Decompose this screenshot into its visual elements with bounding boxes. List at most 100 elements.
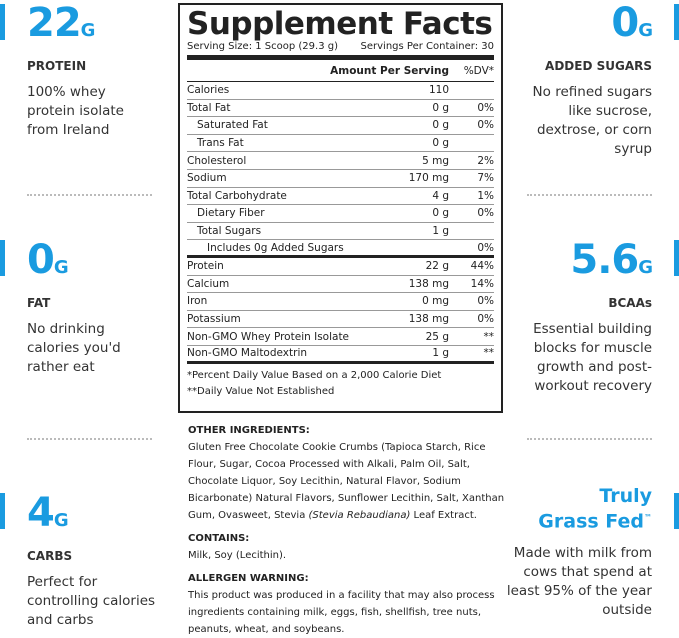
allergen-title: ALLERGEN WARNING: [188, 573, 309, 584]
other-ingredients-text: Gluten Free Chocolate Cookie Crumbs (Tap… [188, 439, 508, 524]
nutrient-dv: 0% [477, 313, 494, 326]
feature-title: Truly [599, 485, 652, 507]
divider [27, 438, 152, 440]
nutrient-row: Includes 0g Added Sugars 0% [187, 240, 494, 258]
nutrient-name: Total Sugars [197, 225, 262, 238]
feature-value: 0 [27, 237, 55, 283]
feature-value: 22 [27, 0, 82, 46]
nutrient-dv: 0% [477, 101, 494, 114]
nutrient-name: Trans Fat [197, 137, 244, 150]
feature-grass-fed: Truly Grass Fed™ Made with milk from cow… [487, 485, 652, 620]
feature-protein: 22G PROTEIN 100% whey protein isolate fr… [27, 3, 192, 140]
accent-bar [0, 240, 5, 276]
divider [527, 438, 652, 440]
nutrient-name: Cholesterol [187, 154, 247, 167]
contains-title: CONTAINS: [188, 533, 250, 544]
panel-title: Supplement Facts [187, 6, 493, 42]
feature-fat: 0G FAT No drinking calories you'd rather… [27, 240, 192, 377]
nutrient-name: Includes 0g Added Sugars [207, 241, 344, 254]
nutrient-row: Calcium 138 mg 14% [187, 276, 494, 294]
feature-label: PROTEIN [27, 59, 87, 73]
feature-unit: G [638, 20, 653, 41]
nutrient-dv: 2% [477, 154, 494, 167]
nutrient-name: Protein [187, 260, 224, 273]
nutrient-name: Potassium [187, 313, 241, 326]
nutrient-name: Non-GMO Whey Protein Isolate [187, 330, 350, 343]
feature-desc: Essential building blocks for muscle gro… [533, 321, 652, 394]
ingredients-text: Gluten Free Chocolate Cookie Crumbs (Tap… [188, 442, 505, 521]
nutrient-dv: 7% [477, 172, 494, 185]
feature-label: CARBS [27, 549, 73, 563]
nutrient-row: Cholesterol 5 mg 2% [187, 152, 494, 170]
feature-desc: No drinking calories you'd rather eat [27, 321, 121, 375]
nutrient-row: Non-GMO Maltodextrin 1 g ** [187, 346, 494, 364]
nutrient-name: Saturated Fat [197, 119, 268, 132]
nutrient-amount: 0 g [432, 101, 449, 114]
feature-desc: Made with milk from cows that spend at l… [506, 545, 652, 619]
nutrient-dv: 14% [470, 277, 494, 290]
nutrient-amount: 25 g [425, 330, 449, 343]
nutrient-amount: 22 g [425, 260, 449, 273]
accent-bar [674, 493, 679, 529]
nutrient-amount: 0 g [432, 207, 449, 220]
nutrient-row: Total Fat 0 g 0% [187, 100, 494, 118]
nutrient-amount: 0 g [432, 119, 449, 132]
nutrient-amount: 1 g [432, 347, 449, 360]
feature-value: 0 [611, 0, 639, 46]
nutrient-dv: ** [483, 330, 495, 343]
ingredients-end: Leaf Extract. [410, 510, 477, 521]
feature-desc: No refined sugars like sucrose, dextrose… [532, 84, 652, 157]
header-amount: Amount Per Serving [330, 64, 449, 77]
footnote-dv: *Percent Daily Value Based on a 2,000 Ca… [187, 369, 442, 381]
nutrient-amount: 138 mg [408, 313, 449, 326]
trademark: ™ [644, 513, 652, 522]
nutrient-row: Dietary Fiber 0 g 0% [187, 205, 494, 223]
nutrient-amount: 5 mg [422, 154, 449, 167]
other-ingredients-title: OTHER INGREDIENTS: [188, 425, 310, 436]
feature-value: 5.6 [570, 237, 639, 283]
nutrient-name: Non-GMO Maltodextrin [187, 347, 308, 360]
nutrient-dv: ** [483, 347, 495, 360]
feature-unit: G [80, 20, 96, 41]
feature-label: ADDED SUGARS [545, 59, 652, 73]
nutrient-row: Sodium 170 mg 7% [187, 170, 494, 188]
nutrient-row: Saturated Fat 0 g 0% [187, 117, 494, 135]
nutrient-dv: 1% [477, 189, 494, 202]
nutrient-name: Total Carbohydrate [187, 189, 287, 202]
feature-desc: Perfect for controlling calories and car… [27, 574, 156, 628]
nutrient-name: Sodium [187, 172, 227, 185]
nutrient-row: Calories 110 [187, 82, 494, 100]
feature-value: 4 [27, 490, 55, 536]
accent-bar [674, 4, 679, 40]
nutrient-dv: 44% [470, 260, 494, 273]
accent-bar [674, 240, 679, 276]
header-dv: %DV* [463, 64, 494, 77]
nutrient-row: Potassium 138 mg 0% [187, 311, 494, 329]
feature-label: BCAAs [608, 296, 652, 310]
nutrient-name: Total Fat [187, 101, 231, 114]
nutrient-dv: 0% [477, 119, 494, 132]
nutrient-amount: 1 g [432, 225, 449, 238]
serving-size: Serving Size: 1 Scoop (29.3 g) [187, 41, 338, 52]
servings-per-container: Servings Per Container: 30 [360, 41, 494, 52]
nutrient-row: Non-GMO Whey Protein Isolate 25 g ** [187, 328, 494, 346]
ingredients-italic: (Stevia Rebaudiana) [308, 510, 411, 521]
allergen-text: This product was produced in a facility … [188, 590, 495, 635]
nutrient-amount: 170 mg [408, 172, 449, 185]
accent-bar [0, 4, 5, 40]
nutrient-name: Iron [187, 295, 208, 308]
nutrient-dv: 0% [477, 207, 494, 220]
nutrient-row: Total Sugars 1 g [187, 223, 494, 241]
ingredients-section: OTHER INGREDIENTS: Gluten Free Chocolate… [188, 418, 508, 638]
nutrient-row: Trans Fat 0 g [187, 135, 494, 153]
supplement-facts-panel: Supplement Facts Serving Size: 1 Scoop (… [178, 3, 503, 413]
nutrient-amount: 138 mg [408, 277, 449, 290]
feature-label: FAT [27, 296, 51, 310]
feature-unit: G [53, 257, 69, 278]
nutrient-row: Iron 0 mg 0% [187, 293, 494, 311]
nutrient-amount: 4 g [432, 189, 449, 202]
feature-carbs: 4G CARBS Perfect for controlling calorie… [27, 493, 192, 630]
nutrient-amount: 0 g [432, 137, 449, 150]
contains-text: Milk, Soy (Lecithin). [188, 550, 287, 561]
footnote-not-established: **Daily Value Not Established [187, 385, 335, 397]
